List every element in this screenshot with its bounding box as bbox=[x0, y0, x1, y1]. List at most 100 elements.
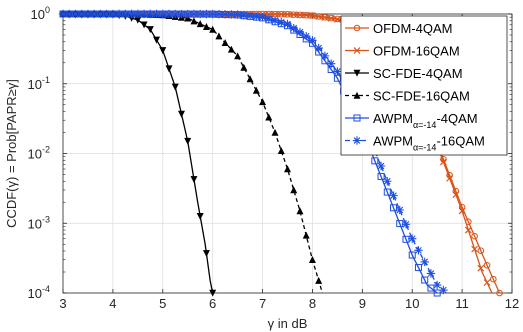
data-point bbox=[284, 165, 291, 173]
data-point bbox=[152, 9, 161, 19]
data-point bbox=[153, 36, 161, 44]
data-point bbox=[234, 52, 242, 60]
data-point bbox=[65, 9, 74, 19]
data-point bbox=[496, 289, 503, 297]
data-point bbox=[302, 31, 311, 41]
data-point bbox=[326, 59, 336, 68]
data-point bbox=[308, 256, 316, 264]
legend-marker bbox=[353, 114, 361, 122]
data-point bbox=[421, 276, 429, 284]
data-point bbox=[333, 67, 342, 76]
legend-label: AWPMα=-14-4QAM bbox=[373, 111, 478, 130]
data-point bbox=[433, 289, 441, 297]
data-point bbox=[158, 9, 167, 19]
data-point bbox=[377, 172, 385, 180]
data-point bbox=[471, 245, 479, 253]
data-point bbox=[271, 128, 279, 136]
y-tick-label: 10-4 bbox=[28, 284, 50, 301]
data-point bbox=[265, 10, 273, 18]
data-point bbox=[315, 13, 323, 20]
data-point bbox=[290, 11, 298, 19]
data-point bbox=[195, 9, 205, 19]
data-point bbox=[308, 36, 317, 45]
data-point bbox=[296, 207, 304, 215]
data-point bbox=[408, 251, 416, 259]
data-point bbox=[140, 21, 148, 29]
data-point bbox=[446, 174, 454, 182]
data-point bbox=[402, 235, 410, 243]
data-point bbox=[102, 9, 111, 19]
data-point bbox=[284, 10, 291, 18]
data-point bbox=[227, 10, 236, 19]
data-point bbox=[389, 191, 398, 200]
data-point bbox=[89, 9, 99, 19]
legend-marker bbox=[353, 69, 361, 77]
data-point bbox=[184, 137, 192, 145]
data-point bbox=[183, 9, 192, 19]
data-point bbox=[240, 63, 248, 71]
data-point bbox=[171, 9, 180, 19]
data-point bbox=[277, 147, 285, 155]
data-point bbox=[290, 186, 298, 194]
data-point bbox=[133, 9, 143, 19]
legend-marker bbox=[352, 136, 362, 145]
x-tick-label: 8 bbox=[309, 296, 316, 311]
data-point bbox=[483, 279, 491, 286]
data-point bbox=[58, 9, 68, 19]
x-tick-label: 9 bbox=[359, 296, 366, 311]
data-point bbox=[202, 9, 211, 19]
data-point bbox=[277, 18, 286, 27]
x-tick-label: 11 bbox=[455, 296, 469, 311]
data-point bbox=[439, 285, 448, 295]
y-tick-label: 10-1 bbox=[28, 75, 50, 92]
data-point bbox=[246, 75, 254, 83]
data-point bbox=[302, 11, 310, 19]
legend-label: SC-FDE-4QAM bbox=[373, 66, 463, 81]
data-point bbox=[395, 205, 404, 215]
legend-label: SC-FDE-16QAM bbox=[373, 89, 470, 104]
data-point bbox=[252, 86, 260, 94]
x-tick-label: 3 bbox=[59, 296, 66, 311]
data-point bbox=[190, 17, 198, 25]
data-point bbox=[271, 10, 279, 18]
data-point bbox=[376, 161, 386, 171]
data-point bbox=[196, 212, 204, 220]
data-point bbox=[77, 9, 86, 19]
data-point bbox=[439, 158, 447, 166]
x-axis-label: γ in dB bbox=[268, 316, 308, 331]
data-point bbox=[114, 9, 124, 19]
x-tick-label: 10 bbox=[405, 296, 419, 311]
data-point bbox=[146, 26, 154, 34]
data-point bbox=[309, 12, 316, 19]
data-point bbox=[383, 188, 391, 196]
data-point bbox=[208, 9, 217, 19]
data-point bbox=[489, 275, 497, 283]
data-point bbox=[265, 113, 273, 121]
data-point bbox=[458, 207, 466, 215]
data-point bbox=[483, 261, 491, 269]
x-tick-label: 6 bbox=[209, 296, 216, 311]
legend-marker bbox=[353, 24, 361, 32]
data-point bbox=[327, 14, 335, 22]
data-point bbox=[220, 10, 230, 19]
data-point bbox=[333, 15, 341, 23]
y-axis-label: CCDF(γ) = Prob[PAPR≥γ] bbox=[4, 79, 19, 228]
data-point bbox=[164, 9, 174, 19]
data-point bbox=[209, 289, 217, 297]
x-tick-label: 5 bbox=[159, 296, 166, 311]
data-point bbox=[302, 231, 310, 239]
data-point bbox=[214, 10, 224, 19]
data-point bbox=[383, 177, 392, 186]
data-point bbox=[83, 9, 93, 19]
data-point bbox=[202, 22, 210, 30]
data-point bbox=[295, 27, 305, 37]
data-point bbox=[96, 9, 105, 19]
data-point bbox=[259, 98, 267, 106]
series-3 bbox=[59, 10, 324, 294]
data-point bbox=[315, 276, 323, 284]
data-point bbox=[264, 14, 273, 24]
x-tick-label: 7 bbox=[259, 296, 266, 311]
data-point bbox=[209, 25, 217, 33]
series-layer bbox=[58, 9, 503, 297]
